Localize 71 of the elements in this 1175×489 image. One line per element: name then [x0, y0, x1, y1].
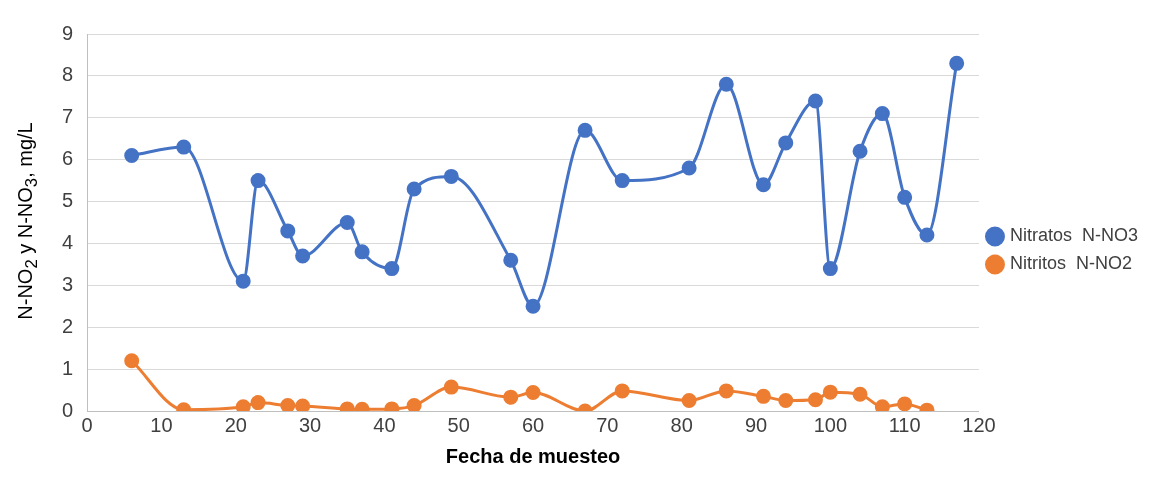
point: [235, 399, 251, 411]
point: [525, 298, 541, 314]
point: [250, 395, 266, 411]
point: [614, 383, 630, 399]
point: [176, 139, 192, 155]
y-tick-label: 1: [62, 356, 74, 379]
y-tick-label: 5: [62, 189, 74, 212]
point: [755, 388, 771, 404]
x-tick-label: 50: [447, 413, 470, 436]
x-tick-label: 90: [744, 413, 768, 436]
point: [577, 122, 593, 138]
point: [897, 396, 913, 411]
y-tick-label: 0: [62, 398, 74, 421]
point: [681, 393, 697, 409]
point: [406, 181, 422, 197]
y-tick-label: 8: [62, 63, 74, 86]
x-tick-label: 80: [670, 413, 693, 436]
x-axis-title: Fecha de muesteo: [445, 444, 621, 467]
point: [525, 385, 541, 401]
x-tick-label: 40: [373, 413, 396, 436]
point: [874, 106, 890, 122]
y-tick-label: 9: [62, 21, 74, 44]
x-tick-label: 120: [962, 413, 996, 436]
point: [681, 160, 697, 176]
point: [718, 383, 734, 399]
point: [778, 135, 794, 151]
point: [852, 143, 868, 159]
legend-label: Nitritos N-NO2: [1009, 253, 1132, 274]
point: [339, 215, 355, 230]
y-tick-label: 3: [62, 272, 74, 295]
point: [503, 252, 519, 268]
point: [807, 392, 823, 408]
x-tick-label: 10: [150, 413, 173, 436]
point: [778, 393, 794, 409]
point: [822, 261, 838, 277]
point: [443, 168, 459, 184]
x-tick-label: 60: [521, 413, 545, 436]
point: [614, 173, 630, 189]
point: [852, 386, 868, 402]
point: [235, 273, 251, 289]
point: [280, 398, 296, 411]
point: [897, 189, 913, 205]
legend-label: Nitratos N-NO3: [1009, 225, 1139, 246]
y-tick-label: 6: [62, 147, 74, 170]
x-tick-label: 30: [298, 413, 322, 436]
point: [354, 244, 370, 260]
point: [949, 55, 965, 71]
point: [822, 384, 838, 400]
point: [503, 389, 519, 405]
x-tick-label: 0: [81, 413, 93, 436]
point: [295, 398, 311, 411]
point: [280, 223, 296, 239]
x-tick-label: 110: [888, 413, 921, 436]
point: [295, 248, 311, 264]
point: [250, 173, 266, 189]
x-tick-label: 20: [224, 413, 247, 436]
x-tick-label: 100: [813, 413, 848, 436]
point: [718, 76, 734, 92]
point: [384, 261, 400, 277]
y-tick-label: 2: [62, 314, 74, 337]
point: [919, 227, 935, 243]
point: [807, 93, 823, 109]
point: [124, 353, 140, 369]
x-tick-label: 70: [596, 413, 619, 436]
point: [443, 379, 459, 395]
y-tick-label: 4: [62, 230, 74, 253]
y-tick-label: 7: [62, 105, 74, 128]
point: [406, 398, 422, 411]
point: [874, 399, 890, 411]
point: [124, 147, 140, 163]
point: [755, 177, 771, 193]
